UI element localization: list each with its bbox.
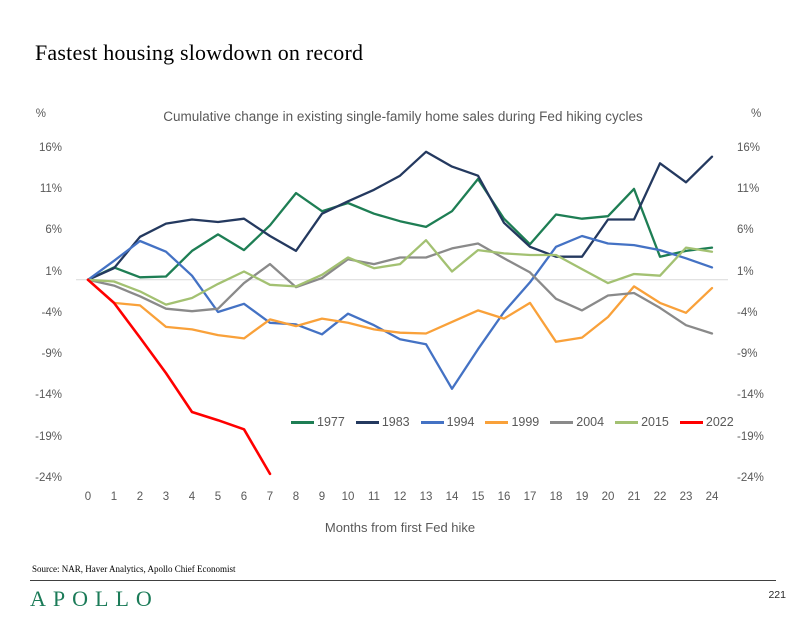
x-tick: 2 xyxy=(136,491,144,503)
y-tick-left: 16% xyxy=(38,141,62,154)
y-tick-right: 16% xyxy=(737,141,761,154)
x-tick: 18 xyxy=(549,491,563,503)
series-line-2004 xyxy=(86,242,714,335)
x-tick: 0 xyxy=(84,491,92,503)
x-axis-title: Months from first Fed hike xyxy=(324,520,476,535)
legend-swatch xyxy=(485,420,509,424)
y-tick-right: -9% xyxy=(737,348,758,361)
source-note: Source: NAR, Haver Analytics, Apollo Chi… xyxy=(32,564,236,574)
line-chart xyxy=(76,150,728,476)
chart-subtitle: Cumulative change in existing single-fam… xyxy=(163,109,643,124)
legend-item-1983: 1983 xyxy=(355,415,410,429)
series-line-1994 xyxy=(86,234,714,390)
x-tick: 17 xyxy=(523,491,537,503)
legend-label: 2004 xyxy=(576,415,605,429)
x-tick: 21 xyxy=(627,491,641,503)
chart-legend: 1977 1983 1994 1999 2004 2015 2022 xyxy=(291,414,734,430)
x-tick: 9 xyxy=(318,491,326,503)
series-line-2015 xyxy=(86,239,714,306)
y-axis-unit-right: % xyxy=(751,108,762,120)
x-tick: 19 xyxy=(575,491,589,503)
y-tick-right: -4% xyxy=(737,306,758,319)
page-number: 221 xyxy=(768,589,786,601)
legend-swatch xyxy=(355,420,379,424)
y-tick-left: -4% xyxy=(41,306,62,319)
page-title: Fastest housing slowdown on record xyxy=(35,40,364,65)
legend-swatch xyxy=(291,420,314,424)
y-tick-left: -19% xyxy=(35,430,62,443)
x-tick: 16 xyxy=(497,491,511,503)
y-axis-unit-left: % xyxy=(35,108,46,120)
footer-divider xyxy=(30,580,776,581)
legend-swatch xyxy=(679,420,703,424)
x-tick: 12 xyxy=(393,491,407,503)
legend-label: 1994 xyxy=(446,415,475,429)
series-line-1983 xyxy=(86,150,714,281)
x-tick: 13 xyxy=(419,491,433,503)
x-tick: 11 xyxy=(368,491,380,503)
x-tick: 14 xyxy=(445,491,459,503)
legend-label: 2015 xyxy=(641,415,669,429)
legend-item-2015: 2015 xyxy=(615,415,669,429)
x-tick: 5 xyxy=(214,491,222,503)
legend-item-1977: 1977 xyxy=(291,415,345,429)
x-tick: 8 xyxy=(292,491,300,503)
legend-item-2004: 2004 xyxy=(550,415,604,429)
legend-label: 1983 xyxy=(381,415,410,429)
y-tick-right: -14% xyxy=(737,389,764,402)
x-tick: 23 xyxy=(679,491,693,503)
series-line-1999 xyxy=(86,278,714,343)
legend-swatch xyxy=(615,420,639,424)
y-tick-left: 1% xyxy=(45,265,62,278)
y-tick-right: 6% xyxy=(737,224,754,237)
legend-label: 1999 xyxy=(511,415,540,429)
x-tick: 6 xyxy=(240,491,248,503)
y-tick-right: -24% xyxy=(737,472,764,484)
y-tick-left: 6% xyxy=(45,224,62,237)
x-tick: 15 xyxy=(471,491,485,503)
x-tick: 22 xyxy=(653,491,667,503)
x-tick: 24 xyxy=(705,491,719,503)
x-tick: 1 xyxy=(110,491,118,503)
legend-swatch xyxy=(550,420,574,424)
apollo-logo: APOLLO xyxy=(30,586,159,611)
x-tick: 3 xyxy=(162,491,170,503)
legend-label: 1977 xyxy=(317,415,345,429)
x-tick: 20 xyxy=(601,491,615,503)
y-tick-right: 11% xyxy=(737,182,760,195)
y-tick-right: -19% xyxy=(737,430,764,443)
legend-label: 2022 xyxy=(705,415,734,429)
y-tick-left: 11% xyxy=(39,182,62,195)
y-tick-left: -24% xyxy=(35,472,62,484)
x-tick: 10 xyxy=(341,491,355,503)
series-line-1977 xyxy=(86,177,714,281)
series-line-2022 xyxy=(86,278,272,476)
y-tick-left: -9% xyxy=(41,348,62,361)
x-tick: 4 xyxy=(188,491,196,503)
x-tick: 7 xyxy=(266,491,274,503)
y-tick-left: -14% xyxy=(35,389,62,402)
legend-item-1999: 1999 xyxy=(485,415,539,429)
y-tick-right: 1% xyxy=(737,265,754,278)
legend-item-2022: 2022 xyxy=(679,415,734,429)
legend-swatch xyxy=(420,420,444,424)
legend-item-1994: 1994 xyxy=(420,415,475,429)
